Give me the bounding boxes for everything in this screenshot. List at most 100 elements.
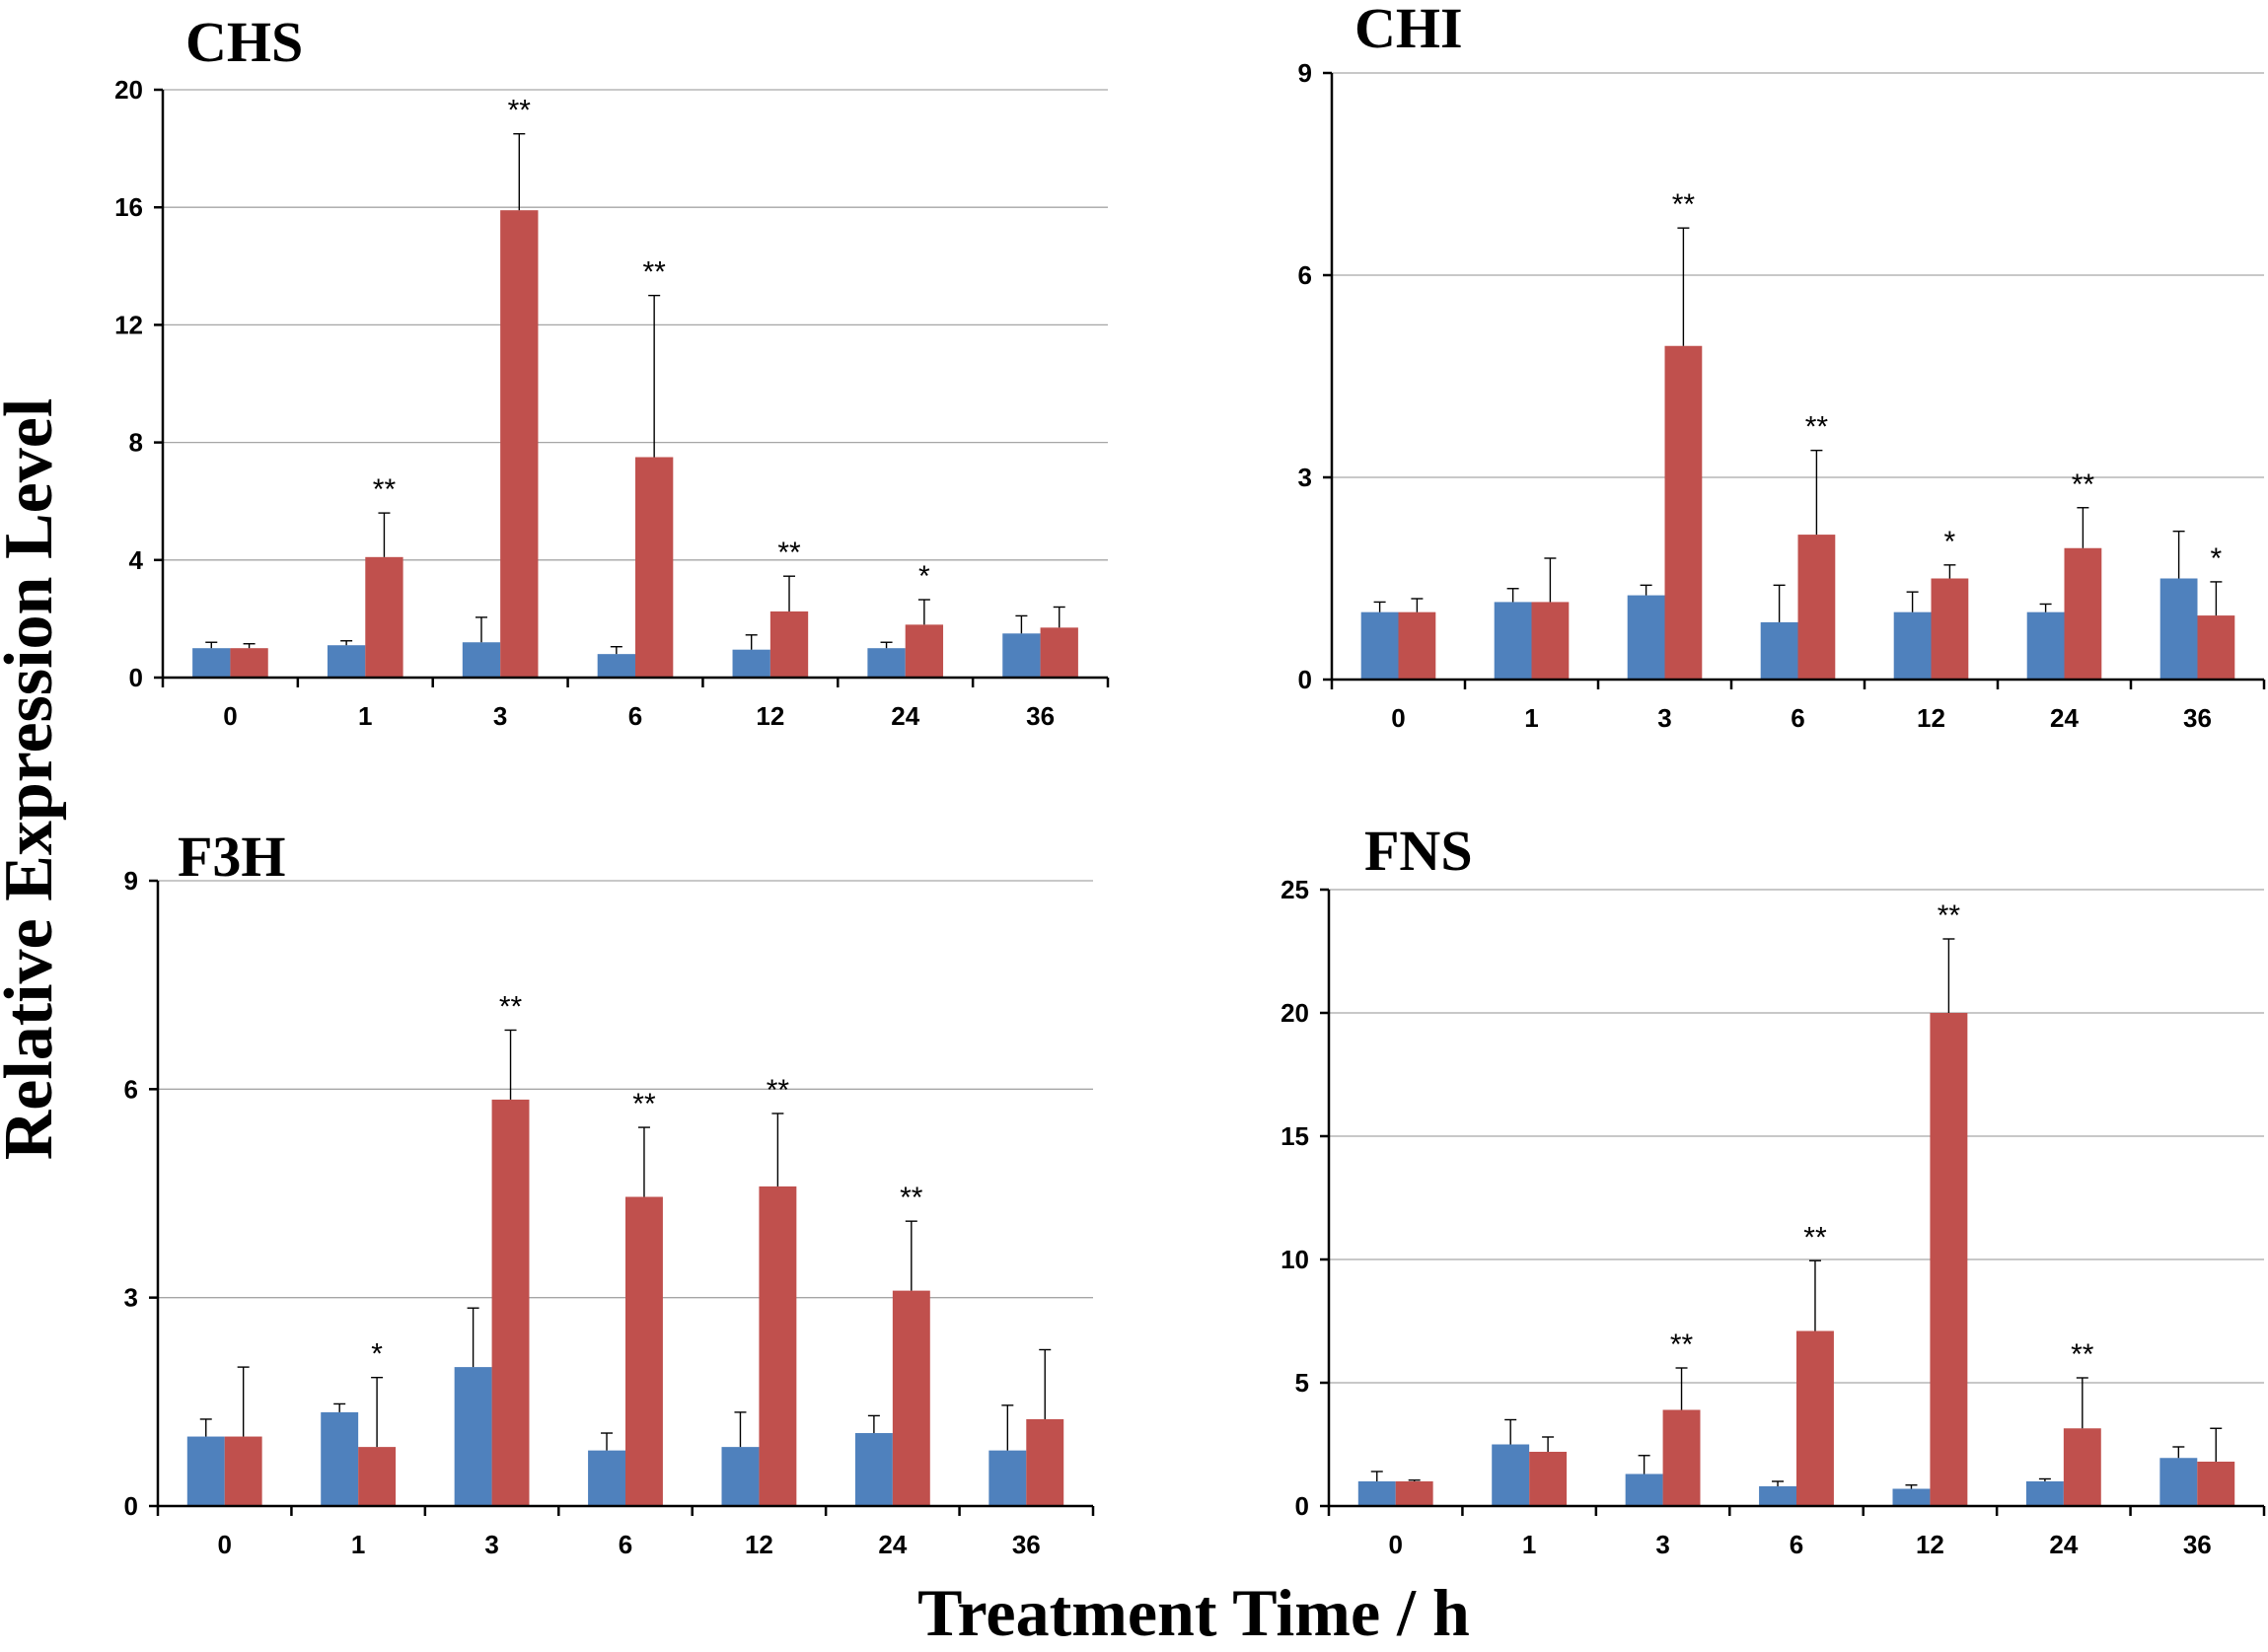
bar-series-a-3 [1625,1473,1663,1506]
significance-label: ** [1672,188,1696,221]
x-tick-label: 36 [1012,1530,1041,1559]
x-tick-label: 0 [1391,703,1405,733]
bar-series-b-36 [1040,627,1078,678]
bar-series-a-3 [454,1367,492,1506]
bar-series-b-0 [1398,611,1436,680]
y-tick-label: 12 [114,310,143,339]
bar-series-b-3 [1662,1409,1701,1506]
bar-series-a-1 [1492,1444,1530,1506]
significance-label: * [918,560,930,593]
bar-series-a-36 [2159,1458,2198,1506]
bar-series-a-12 [732,649,770,678]
bar-series-b-12 [759,1185,797,1506]
y-tick-label: 3 [1298,463,1312,492]
significance-label: ** [777,537,801,569]
bar-series-a-0 [186,1436,225,1506]
bar-series-a-0 [1357,1481,1396,1506]
y-tick-label: 20 [114,75,143,105]
x-tick-label: 0 [217,1530,231,1559]
bar-series-b-0 [230,648,268,678]
y-tick-label: 20 [1280,998,1309,1028]
bar-series-a-24 [854,1433,893,1506]
chart-title: FNS [1364,819,1473,883]
x-tick-label: 24 [2050,703,2079,733]
y-tick-label: 9 [124,866,138,896]
bar-series-b-3 [1664,345,1703,680]
bar-series-b-6 [635,457,674,678]
x-tick-label: 24 [891,701,919,731]
x-tick-label: 24 [2049,1530,2078,1559]
bar-series-b-24 [905,624,944,678]
bar-series-a-12 [1892,1488,1931,1506]
significance-label: ** [1803,1221,1827,1254]
x-tick-label: 24 [878,1530,907,1559]
chart-title: CHS [185,10,303,74]
x-tick-label: 1 [351,1530,365,1559]
significance-label: * [1944,526,1956,558]
bar-series-b-1 [1531,602,1570,680]
y-tick-label: 5 [1295,1368,1309,1398]
bar-series-b-36 [1026,1418,1064,1506]
x-tick-label: 6 [1790,1530,1803,1559]
x-tick-label: 1 [1524,703,1538,733]
y-tick-label: 9 [1298,58,1312,88]
x-tick-label: 36 [2183,1530,2212,1559]
significance-label: ** [642,256,666,289]
bar-series-a-3 [1627,595,1665,680]
x-tick-label: 1 [358,701,372,731]
x-tick-label: 12 [756,701,784,731]
bar-series-b-1 [358,1447,397,1506]
x-tick-label: 12 [745,1530,773,1559]
x-tick-label: 36 [1026,701,1055,731]
y-axis-label: Relative Expression Level [0,398,67,1161]
y-tick-label: 25 [1280,875,1309,904]
bar-series-a-12 [1893,611,1932,680]
x-tick-label: 6 [619,1530,632,1559]
significance-label: ** [1670,1329,1694,1361]
y-tick-label: 8 [129,428,143,458]
bar-series-a-0 [192,648,231,678]
bar-series-a-36 [1002,633,1041,678]
y-tick-label: 15 [1280,1121,1309,1151]
x-tick-label: 6 [1791,703,1804,733]
bar-series-a-1 [321,1411,359,1506]
y-tick-label: 6 [1298,260,1312,290]
significance-label: ** [2071,1338,2094,1371]
bar-series-a-24 [2026,611,2065,680]
bar-series-a-36 [2159,578,2198,680]
significance-label: * [2211,542,2223,575]
bar-series-b-1 [1529,1452,1568,1506]
bar-series-b-6 [625,1196,663,1506]
bar-series-a-1 [327,645,366,678]
bar-series-b-12 [769,611,809,678]
y-tick-label: 4 [129,545,144,575]
bar-series-b-6 [1797,535,1836,680]
bar-series-b-36 [2197,1462,2235,1506]
significance-label: ** [2072,468,2095,501]
significance-label: ** [508,95,532,127]
x-tick-label: 3 [484,1530,498,1559]
y-tick-label: 10 [1280,1245,1309,1274]
y-tick-label: 16 [114,192,143,222]
bar-series-b-24 [2063,1428,2101,1506]
x-tick-label: 12 [1916,1530,1944,1559]
x-tick-label: 12 [1917,703,1945,733]
y-tick-label: 6 [124,1074,138,1104]
bar-series-b-3 [500,210,539,678]
bar-series-b-12 [1930,1013,1968,1506]
bar-series-a-24 [2025,1481,2064,1506]
bar-series-a-36 [988,1450,1027,1506]
x-tick-label: 0 [1388,1530,1402,1559]
x-tick-label: 3 [1655,1530,1669,1559]
bar-series-b-3 [491,1099,530,1506]
significance-label: ** [1938,899,1961,932]
x-tick-label: 6 [628,701,642,731]
significance-label: ** [632,1088,656,1120]
bar-series-a-6 [597,654,635,678]
x-tick-label: 1 [1522,1530,1536,1559]
y-tick-label: 0 [129,663,143,692]
bar-series-b-24 [892,1290,930,1506]
